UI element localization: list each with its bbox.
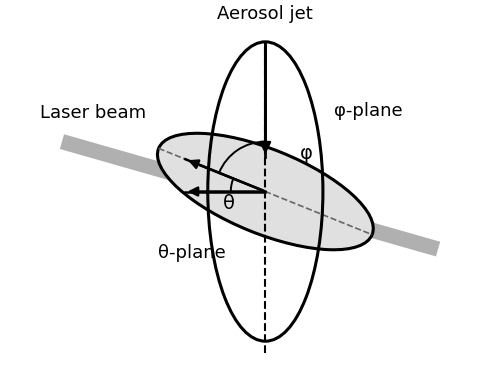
Text: Laser beam: Laser beam — [40, 105, 146, 123]
Text: θ-plane: θ-plane — [158, 244, 226, 262]
Text: θ: θ — [222, 193, 234, 212]
Text: φ-plane: φ-plane — [334, 102, 403, 120]
Text: φ: φ — [300, 143, 313, 163]
Ellipse shape — [158, 133, 374, 250]
Text: Aerosol jet: Aerosol jet — [218, 5, 313, 23]
